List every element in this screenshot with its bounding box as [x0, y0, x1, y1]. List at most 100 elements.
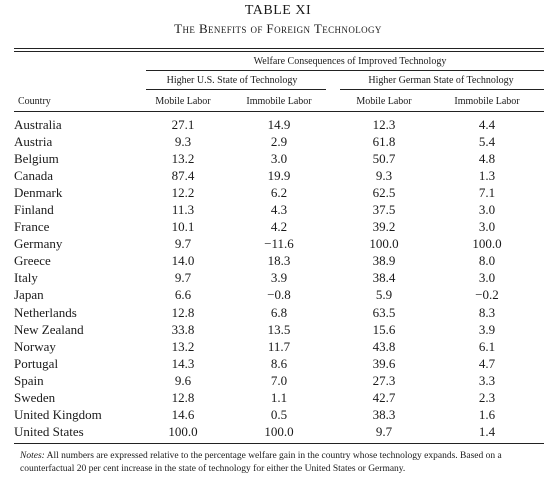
de-mobile-cell: 9.7 [375, 423, 393, 439]
us-immobile-cell: −11.6 [264, 236, 294, 252]
table-row: New Zealand 33.8 13.5 15.6 3.9 [14, 321, 540, 338]
table-row: Netherlands 12.8 6.8 63.5 8.3 [14, 304, 540, 321]
country-cell: Italy [14, 270, 38, 286]
header-rule [14, 111, 544, 112]
country-cell: France [14, 219, 50, 235]
de-immobile-cell: 3.9 [478, 321, 496, 337]
de-mobile-cell: 50.7 [372, 151, 396, 167]
de-immobile-cell: 3.0 [478, 219, 496, 235]
us-mobile-cell: 14.0 [171, 253, 195, 269]
country-cell: Canada [14, 168, 53, 184]
de-immobile-cell: 8.3 [478, 304, 496, 320]
de-immobile-cell: 7.1 [478, 185, 496, 201]
de-mobile-cell: 43.8 [372, 338, 396, 354]
us-immobile-cell: 18.3 [267, 253, 291, 269]
us-immobile-cell: 14.9 [267, 117, 291, 133]
us-mobile-cell: 14.6 [171, 406, 195, 422]
spanner-rule [146, 70, 544, 71]
group-header-us: Higher U.S. State of Technology [166, 75, 298, 86]
table-row: Belgium 13.2 3.0 50.7 4.8 [14, 150, 540, 167]
de-immobile-cell: 1.6 [478, 406, 496, 422]
de-mobile-cell: 39.6 [372, 355, 396, 371]
us-immobile-cell: 4.2 [270, 219, 288, 235]
us-mobile-cell: 12.8 [171, 389, 195, 405]
table-row: Australia 27.1 14.9 12.3 4.4 [14, 116, 540, 133]
us-immobile-cell: 7.0 [270, 372, 288, 388]
notes-label: Notes: [20, 451, 45, 461]
de-mobile-cell: 61.8 [372, 134, 396, 150]
de-mobile-cell: 42.7 [372, 389, 396, 405]
us-immobile-cell: 3.9 [270, 270, 288, 286]
table-row: United States 100.0 100.0 9.7 1.4 [14, 423, 540, 440]
us-mobile-cell: 100.0 [168, 423, 198, 439]
country-cell: Netherlands [14, 304, 77, 320]
group-header-de: Higher German State of Technology [368, 75, 514, 86]
country-cell: United States [14, 423, 84, 439]
country-cell: New Zealand [14, 321, 84, 337]
de-mobile-cell: 9.3 [375, 168, 393, 184]
table-body: Australia 27.1 14.9 12.3 4.4 Austria 9.3 2.9 61.… [14, 116, 540, 440]
us-immobile-cell: −0.8 [267, 287, 291, 303]
de-mobile-cell: 63.5 [372, 304, 396, 320]
de-immobile-cell: 4.8 [478, 151, 496, 167]
de-mobile-cell: 38.3 [372, 406, 396, 422]
country-cell: Portugal [14, 355, 59, 371]
de-immobile-cell: 8.0 [478, 253, 496, 269]
notes-text: All numbers are expressed relative to th… [20, 451, 502, 474]
table-row: Austria 9.3 2.9 61.8 5.4 [14, 133, 540, 150]
de-immobile-cell: 1.4 [478, 423, 496, 439]
table-row: Portugal 14.3 8.6 39.6 4.7 [14, 355, 540, 372]
table-row: Norway 13.2 11.7 43.8 6.1 [14, 338, 540, 355]
us-immobile-cell: 6.2 [270, 185, 288, 201]
us-mobile-cell: 9.7 [174, 270, 192, 286]
column-header-country: Country [18, 96, 51, 107]
us-immobile-cell: 6.8 [270, 304, 288, 320]
country-cell: Belgium [14, 151, 59, 167]
us-mobile-cell: 87.4 [171, 168, 195, 184]
table-row: Greece 14.0 18.3 38.9 8.0 [14, 252, 540, 269]
us-mobile-cell: 6.6 [174, 287, 192, 303]
country-cell: Austria [14, 134, 53, 150]
us-mobile-cell: 11.3 [171, 202, 195, 218]
us-immobile-cell: 0.5 [270, 406, 288, 422]
country-cell: Denmark [14, 185, 63, 201]
de-immobile-cell: 3.0 [478, 270, 496, 286]
de-mobile-cell: 38.4 [372, 270, 396, 286]
table-row: Spain 9.6 7.0 27.3 3.3 [14, 372, 540, 389]
table-row: Denmark 12.2 6.2 62.5 7.1 [14, 184, 540, 201]
column-header-de-mobile: Mobile Labor [356, 96, 412, 107]
table-row: Canada 87.4 19.9 9.3 1.3 [14, 167, 540, 184]
de-immobile-cell: 4.4 [478, 117, 496, 133]
us-immobile-cell: 3.0 [270, 151, 288, 167]
us-immobile-cell: 8.6 [270, 355, 288, 371]
de-mobile-cell: 37.5 [372, 202, 396, 218]
table-row: United Kingdom 14.6 0.5 38.3 1.6 [14, 406, 540, 423]
de-immobile-cell: 2.3 [478, 389, 496, 405]
de-immobile-cell: 100.0 [472, 236, 502, 252]
country-cell: Greece [14, 253, 51, 269]
de-immobile-cell: −0.2 [475, 287, 499, 303]
column-header-de-immobile: Immobile Labor [454, 96, 520, 107]
us-mobile-cell: 9.7 [174, 236, 192, 252]
de-mobile-cell: 15.6 [372, 321, 396, 337]
top-rule [14, 48, 544, 49]
us-immobile-cell: 2.9 [270, 134, 288, 150]
us-mobile-cell: 9.6 [174, 372, 192, 388]
country-cell: Norway [14, 338, 56, 354]
country-cell: Australia [14, 117, 62, 133]
bottom-rule [14, 443, 544, 444]
table-title: The Benefits of Foreign Technology [174, 21, 382, 36]
de-mobile-cell: 39.2 [372, 219, 396, 235]
de-immobile-cell: 3.0 [478, 202, 496, 218]
us-immobile-cell: 13.5 [267, 321, 291, 337]
table-row: Sweden 12.8 1.1 42.7 2.3 [14, 389, 540, 406]
de-mobile-cell: 62.5 [372, 185, 396, 201]
column-header-us-mobile: Mobile Labor [155, 96, 211, 107]
de-immobile-cell: 5.4 [478, 134, 496, 150]
us-immobile-cell: 100.0 [264, 423, 294, 439]
table-row: Japan 6.6 −0.8 5.9 −0.2 [14, 286, 540, 303]
de-immobile-cell: 3.3 [478, 372, 496, 388]
de-mobile-cell: 38.9 [372, 253, 396, 269]
de-immobile-cell: 1.3 [478, 168, 496, 184]
group-rule-de [340, 89, 544, 90]
